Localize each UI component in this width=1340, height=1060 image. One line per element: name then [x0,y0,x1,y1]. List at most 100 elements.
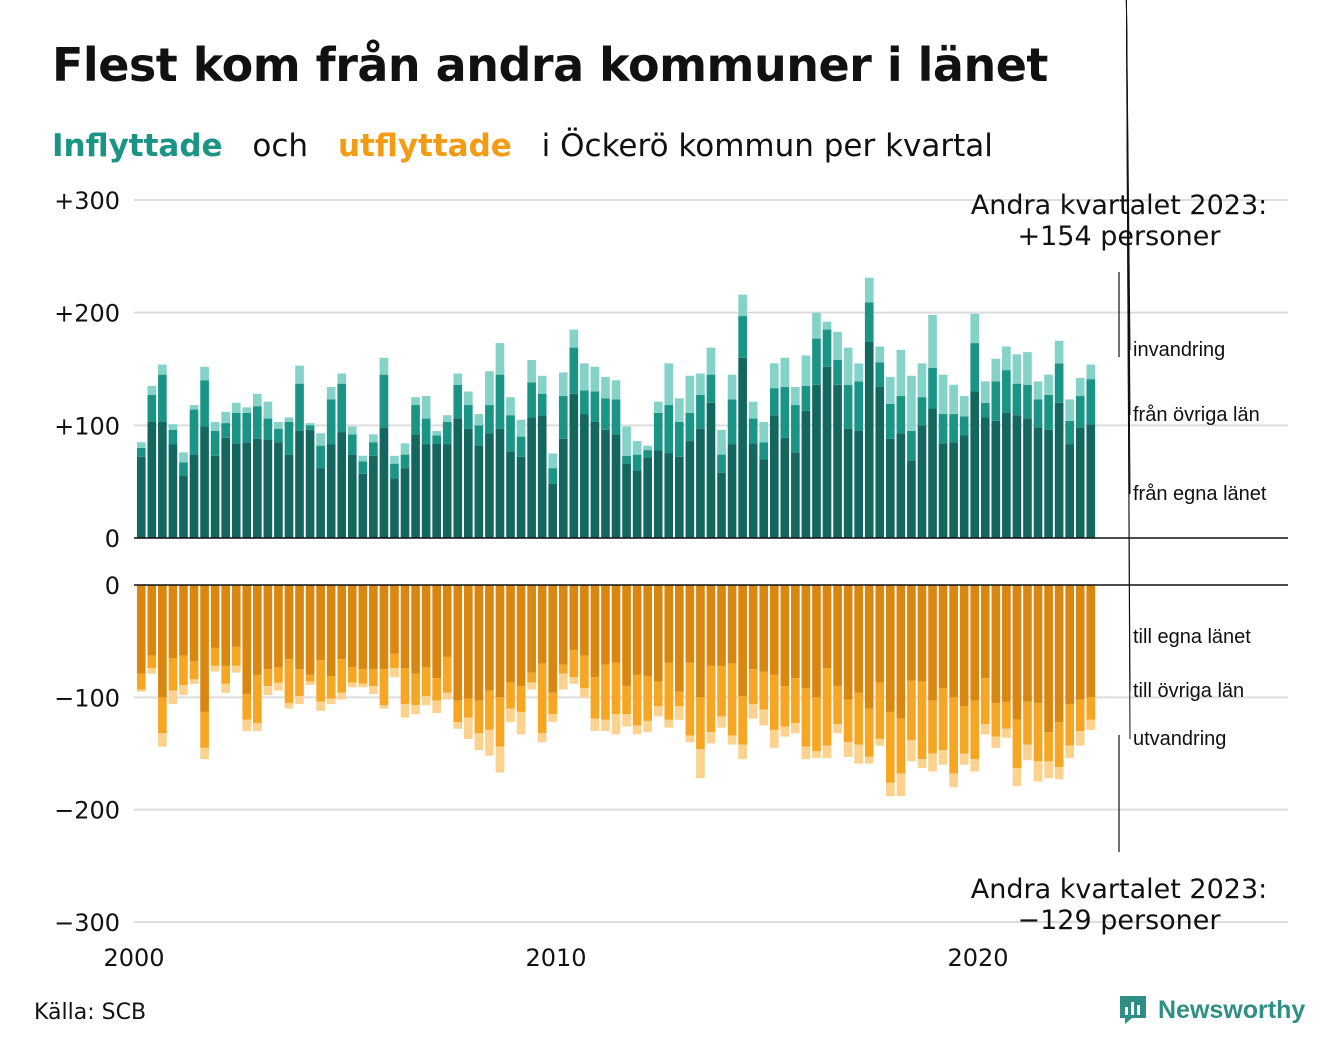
bar-in-segment [506,451,515,538]
bar-out-segment [674,585,684,692]
y-tick-label-lower: −300 [54,909,120,937]
bar-out-segment [580,585,589,656]
bar-in-segment [1012,354,1022,384]
bar-out-segment [717,665,726,717]
bar-in-segment [580,414,589,538]
bar-out-segment [463,698,473,718]
bar-out-segment [1012,719,1022,769]
bar-in-segment [453,384,463,419]
bar-out-segment [136,689,146,692]
brand-name: Newsworthy [1158,995,1306,1024]
bar-in-segment [938,443,948,538]
bar-in-segment [611,380,621,400]
bar-out-segment [316,660,325,702]
bar-out-segment [1086,719,1096,730]
bar-out-segment [1012,585,1022,720]
annotation-upper-line: Andra kvartalet 2023: [971,190,1267,221]
bar-out-segment [833,724,842,734]
bar-in-segment [643,450,653,459]
bar-out-segment [168,585,178,659]
bar-in-segment [495,343,505,375]
bar-in-segment [1033,381,1043,400]
bar-in-segment [369,442,378,456]
bar-in-segment [685,441,695,538]
bar-out-segment [200,747,209,760]
bar-in-segment [611,434,621,538]
bar-out-segment [706,732,716,744]
bar-in-segment [653,450,663,538]
bar-in-segment [390,463,399,479]
bar-in-segment [136,456,146,538]
x-tick-label: 2020 [947,944,1008,972]
bar-in-segment [485,371,494,406]
bar-out-segment [706,665,716,733]
bar-in-segment [274,421,283,429]
bar-out-segment [432,678,442,701]
bar-in-segment [506,415,515,452]
bar-out-segment [274,667,283,683]
bar-in-segment [1075,396,1085,428]
bar-out-segment [1012,768,1022,787]
bar-out-segment [938,585,948,689]
bar-in-segment [210,421,220,431]
y-tick-label-upper: 0 [105,525,120,553]
bar-out-segment [822,585,832,669]
bar-in-segment [759,459,769,538]
bar-in-segment [432,435,442,444]
bar-in-segment [664,405,674,454]
bar-out-segment [326,675,336,699]
bar-out-segment [390,585,399,654]
bar-out-segment [210,665,220,672]
bar-out-segment [1075,731,1085,746]
bar-out-segment [548,585,558,693]
bar-out-segment [949,585,958,698]
annotation-lower-line: Andra kvartalet 2023: [971,874,1267,905]
bar-in-segment [274,442,283,538]
series-label-emigration: utvandring [1133,728,1226,750]
bar-in-segment [1023,352,1032,385]
bar-in-segment [854,381,864,431]
bar-out-segment [516,686,526,712]
bar-in-segment [991,358,1001,382]
bar-out-segment [907,740,916,762]
bar-in-segment [780,437,790,538]
bar-in-segment [896,433,906,538]
bar-out-segment [1002,701,1011,729]
series-label-in-other: från övriga län [1133,404,1260,426]
bar-in-segment [347,454,357,538]
bar-in-segment [506,397,515,416]
bar-in-segment [168,444,178,538]
bar-out-segment [1065,704,1075,746]
bar-out-segment [664,719,674,728]
bar-in-segment [791,387,800,406]
bar-out-segment [590,677,600,719]
bar-out-segment [769,729,779,748]
bar-in-segment [706,402,716,538]
bar-in-segment [474,445,484,538]
bar-out-segment [179,684,188,696]
bar-in-segment [421,444,431,538]
bar-out-segment [611,662,621,715]
bar-out-segment [653,585,663,682]
bar-in-segment [358,455,368,462]
y-tick-label-upper: +300 [54,187,120,215]
bar-in-segment [189,454,199,538]
x-tick-label: 2010 [525,944,586,972]
bar-in-segment [738,316,747,358]
bar-out-segment [875,585,885,683]
bar-in-segment [284,454,294,538]
bar-in-segment [674,398,684,422]
bar-in-segment [917,425,927,538]
bar-in-segment [337,432,347,538]
bar-in-segment [959,435,969,538]
bar-out-segment [896,718,906,774]
bar-out-segment [390,653,399,669]
bar-out-segment [316,585,325,661]
bar-in-segment [843,347,853,385]
bar-out-segment [611,714,621,735]
bar-in-segment [369,455,378,538]
bar-in-segment [463,428,473,538]
bar-out-segment [506,585,515,683]
bar-in-segment [200,380,209,427]
